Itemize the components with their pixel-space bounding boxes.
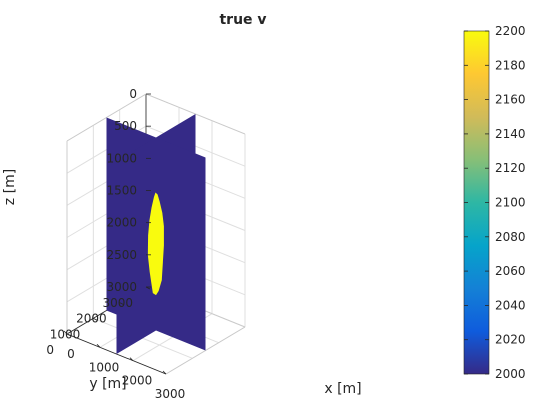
x-tick-label: 3000 <box>155 387 186 401</box>
x-tick-mark <box>63 330 68 335</box>
x-tick-mark <box>162 370 167 375</box>
colorbar-tick-label: 2140 <box>495 127 526 141</box>
y-tick-label: 2000 <box>76 312 107 326</box>
x-tick-label: 1000 <box>89 360 120 374</box>
x-tick-label: 2000 <box>122 374 153 388</box>
z-axis-label: z [m] <box>2 169 18 205</box>
colorbar-tick-label: 2160 <box>495 93 526 107</box>
grid-line <box>93 317 193 359</box>
y-tick-mark <box>66 333 72 337</box>
tick-labels: 0500100015002000250030000100020003000010… <box>46 87 185 401</box>
colorbar-tick-label: 2020 <box>495 333 526 347</box>
colorbar-tick-label: 2000 <box>495 367 526 381</box>
anomaly-region <box>147 192 164 296</box>
y-tick-mark <box>119 302 124 306</box>
colorbar-tick-label: 2100 <box>495 196 526 210</box>
x-tick-label: 0 <box>67 347 75 361</box>
z-tick-label: 2500 <box>106 248 137 262</box>
y-tick-label: 0 <box>46 343 54 357</box>
chart-title: true v <box>219 12 266 28</box>
x-tick-mark <box>96 344 101 348</box>
colorbar-ticks: 2000 2020 2040 2060 2080 2100 2120 2140 2160 2180… <box>464 24 526 381</box>
axes-3d: 0500100015002000250030000100020003000010… <box>46 87 246 401</box>
slice-planes <box>106 114 206 354</box>
slice-y-front-half <box>156 137 206 351</box>
z-tick-label: 1000 <box>106 151 137 165</box>
z-tick-label: 2000 <box>106 216 137 230</box>
z-tick-label: 0 <box>129 87 137 101</box>
z-tick-label: 1500 <box>106 184 137 198</box>
colorbar: 2000 2020 2040 2060 2080 2100 2120 2140 2160 2180… <box>463 24 526 381</box>
colorbar-tick-label: 2080 <box>495 230 526 244</box>
colorbar-tick-label: 2180 <box>495 58 526 72</box>
x-tick-mark <box>129 357 134 361</box>
y-tick-label: 3000 <box>102 296 133 310</box>
colorbar-tick-label: 2120 <box>495 161 526 175</box>
y-tick-label: 1000 <box>50 327 81 341</box>
colorbar-tick-label: 2060 <box>495 264 526 278</box>
colorbar-tick-label: 2200 <box>495 24 526 38</box>
x-axis-label: x [m] <box>324 381 361 397</box>
z-tick-label: 500 <box>114 119 137 133</box>
z-tick-label: 3000 <box>106 280 137 294</box>
y-axis-label: y [m] <box>89 376 126 392</box>
colorbar-tick-label: 2040 <box>495 298 526 312</box>
y-tick-mark <box>93 317 98 321</box>
y-tick-mark <box>145 286 151 290</box>
